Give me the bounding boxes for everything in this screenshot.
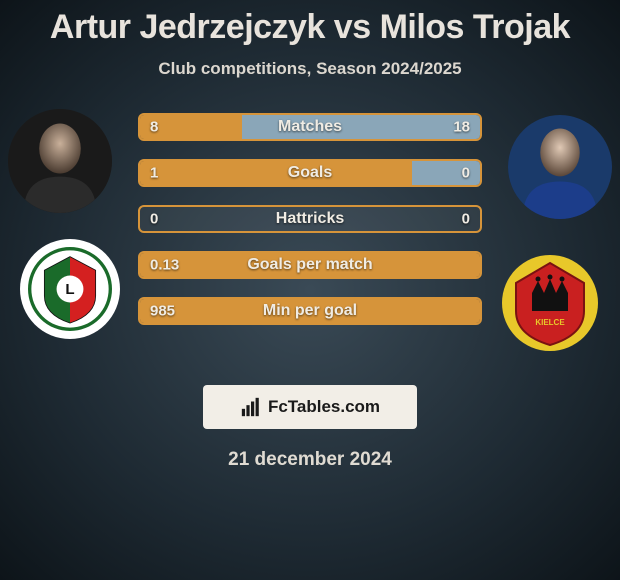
stat-value-left: 0.13 — [150, 257, 179, 274]
stat-label: Goals per match — [247, 256, 372, 274]
chart-icon — [240, 396, 262, 418]
player-right-avatar-icon — [508, 115, 612, 219]
stat-label: Matches — [278, 118, 342, 136]
legia-logo-icon: L — [28, 247, 112, 331]
stat-value-right: 0 — [462, 211, 470, 228]
svg-text:L: L — [65, 281, 74, 298]
stat-row: Goals 1 0 — [138, 159, 482, 187]
stat-value-left: 0 — [150, 211, 158, 228]
page-title: Artur Jedrzejczyk vs Milos Trojak — [50, 8, 570, 47]
content-root: Artur Jedrzejczyk vs Milos Trojak Club c… — [0, 0, 620, 580]
stat-value-right: 18 — [453, 119, 470, 136]
club-right-logo: KIELCE — [500, 253, 600, 353]
korona-logo-icon: KIELCE — [500, 253, 600, 353]
bar-left-fill — [140, 161, 412, 185]
player-left-avatar-icon — [8, 109, 112, 213]
stat-row: Goals per match 0.13 — [138, 251, 482, 279]
brand-badge: FcTables.com — [203, 385, 417, 429]
player-left-photo — [8, 109, 112, 213]
stat-value-left: 8 — [150, 119, 158, 136]
stat-row: Matches 8 18 — [138, 113, 482, 141]
subtitle: Club competitions, Season 2024/2025 — [158, 59, 461, 79]
date-label: 21 december 2024 — [228, 449, 392, 471]
stat-label: Goals — [288, 164, 332, 182]
stats-bars: Matches 8 18 Goals 1 0 Hattricks 0 0 Goals per ma… — [138, 113, 482, 325]
comparison-area: L KIELCE Matches818Goals10Hattricks00Goa… — [0, 109, 620, 369]
stat-label: Hattricks — [276, 210, 344, 228]
stat-value-left: 1 — [150, 165, 158, 182]
svg-text:KIELCE: KIELCE — [535, 318, 565, 327]
club-left-logo: L — [20, 239, 120, 339]
stat-row: Min per goal 985 — [138, 297, 482, 325]
stat-value-right: 0 — [462, 165, 470, 182]
brand-text: FcTables.com — [268, 397, 380, 417]
stat-value-left: 985 — [150, 303, 175, 320]
player-right-photo — [508, 115, 612, 219]
stat-label: Min per goal — [263, 302, 357, 320]
stat-row: Hattricks 0 0 — [138, 205, 482, 233]
